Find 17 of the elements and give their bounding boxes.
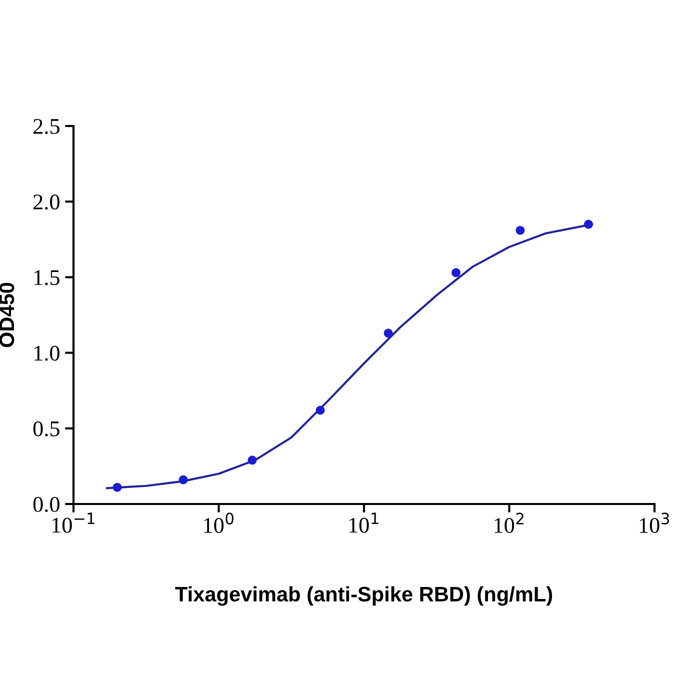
x-tick-label: 10$^{2}$ [494,512,524,533]
y-tick-label: 2.5 [34,118,60,134]
x-tick-label: 10$^{−1}$ [52,512,94,533]
x-tick-label: 10$^{3}$ [640,512,670,533]
y-tick-label: 0.0 [33,496,60,512]
x-axis-title: Tixagevimab (anti-Spike RBD) (ng/mL) [175,586,552,606]
y-tick-label: 1.5 [34,270,60,286]
point [248,456,257,465]
x-tick-label: 10$^{0}$ [204,512,234,533]
point [516,226,525,235]
point [316,406,325,415]
point [112,482,122,492]
x-tick-label: 10$^{1}$ [349,512,378,533]
y-tick-label: 0.5 [33,421,60,436]
point [584,220,593,229]
y-tick-label: 1.0 [34,346,60,361]
y-tick-label: 2.0 [34,194,60,210]
